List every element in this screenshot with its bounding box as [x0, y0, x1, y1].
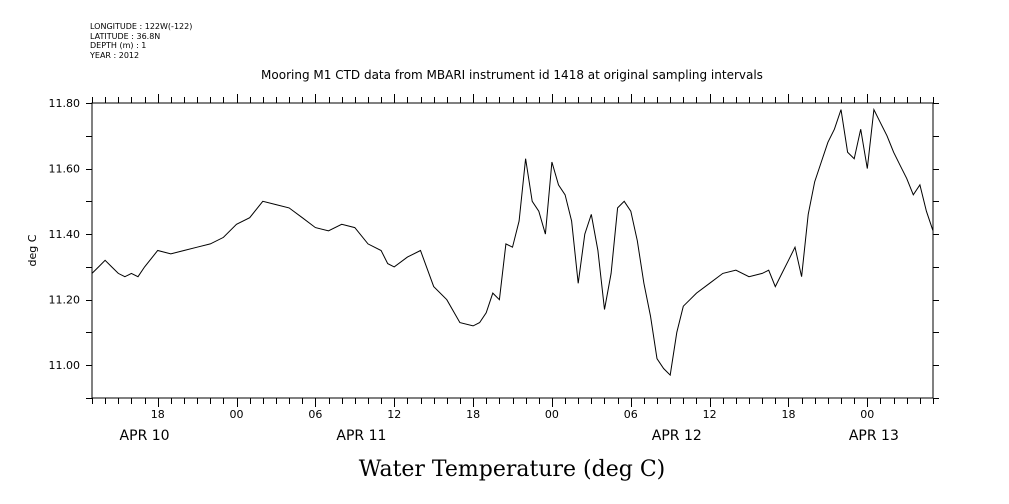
day-label: APR 10 [120, 428, 170, 444]
x-tick-label: 06 [308, 408, 322, 421]
latitude-label: LATITUDE : 36.8N [90, 31, 161, 41]
x-tick-label: 00 [545, 408, 559, 421]
y-axis-label: deg C [26, 234, 39, 266]
x-axis-label: Water Temperature (deg C) [359, 457, 666, 482]
x-tick-label: 18 [466, 408, 480, 421]
x-tick-label: 00 [860, 408, 874, 421]
x-tick-label: 18 [151, 408, 165, 421]
y-tick-label: 11.80 [49, 97, 81, 110]
y-tick-label: 11.00 [49, 359, 81, 372]
day-label: APR 13 [849, 428, 899, 444]
x-tick-label: 06 [624, 408, 638, 421]
day-label: APR 11 [336, 428, 386, 444]
x-tick-label: 12 [703, 408, 717, 421]
metadata-block: LONGITUDE : 122W(-122) LATITUDE : 36.8N … [90, 22, 192, 60]
year-label: YEAR : 2012 [90, 50, 140, 60]
longitude-label: LONGITUDE : 122W(-122) [90, 22, 193, 31]
series-line [91, 107, 934, 377]
x-tick-label: 00 [230, 408, 244, 421]
depth-label: DEPTH (m) : 1 [90, 41, 147, 51]
chart-title: Mooring M1 CTD data from MBARI instrumen… [261, 68, 763, 82]
x-tick-label: 12 [387, 408, 401, 421]
y-tick-label: 11.40 [49, 228, 81, 241]
y-tick-label: 11.20 [49, 294, 81, 307]
day-label: APR 12 [652, 428, 702, 444]
y-tick-label: 11.60 [49, 163, 81, 176]
x-tick-label: 18 [781, 408, 795, 421]
plot-frame [91, 102, 934, 399]
